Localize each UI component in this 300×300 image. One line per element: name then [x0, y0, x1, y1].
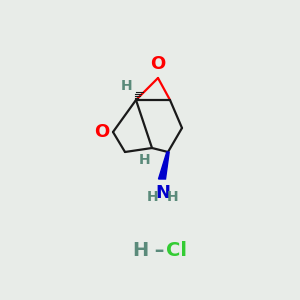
Text: O: O [150, 55, 166, 73]
Text: H: H [167, 190, 179, 204]
Polygon shape [158, 152, 169, 179]
Text: H: H [132, 241, 148, 260]
Text: H: H [147, 190, 159, 204]
Text: N: N [155, 184, 170, 202]
Text: –: – [148, 241, 171, 260]
Text: Cl: Cl [166, 241, 187, 260]
Text: O: O [94, 123, 109, 141]
Text: H: H [120, 79, 132, 93]
Text: H: H [138, 153, 150, 167]
